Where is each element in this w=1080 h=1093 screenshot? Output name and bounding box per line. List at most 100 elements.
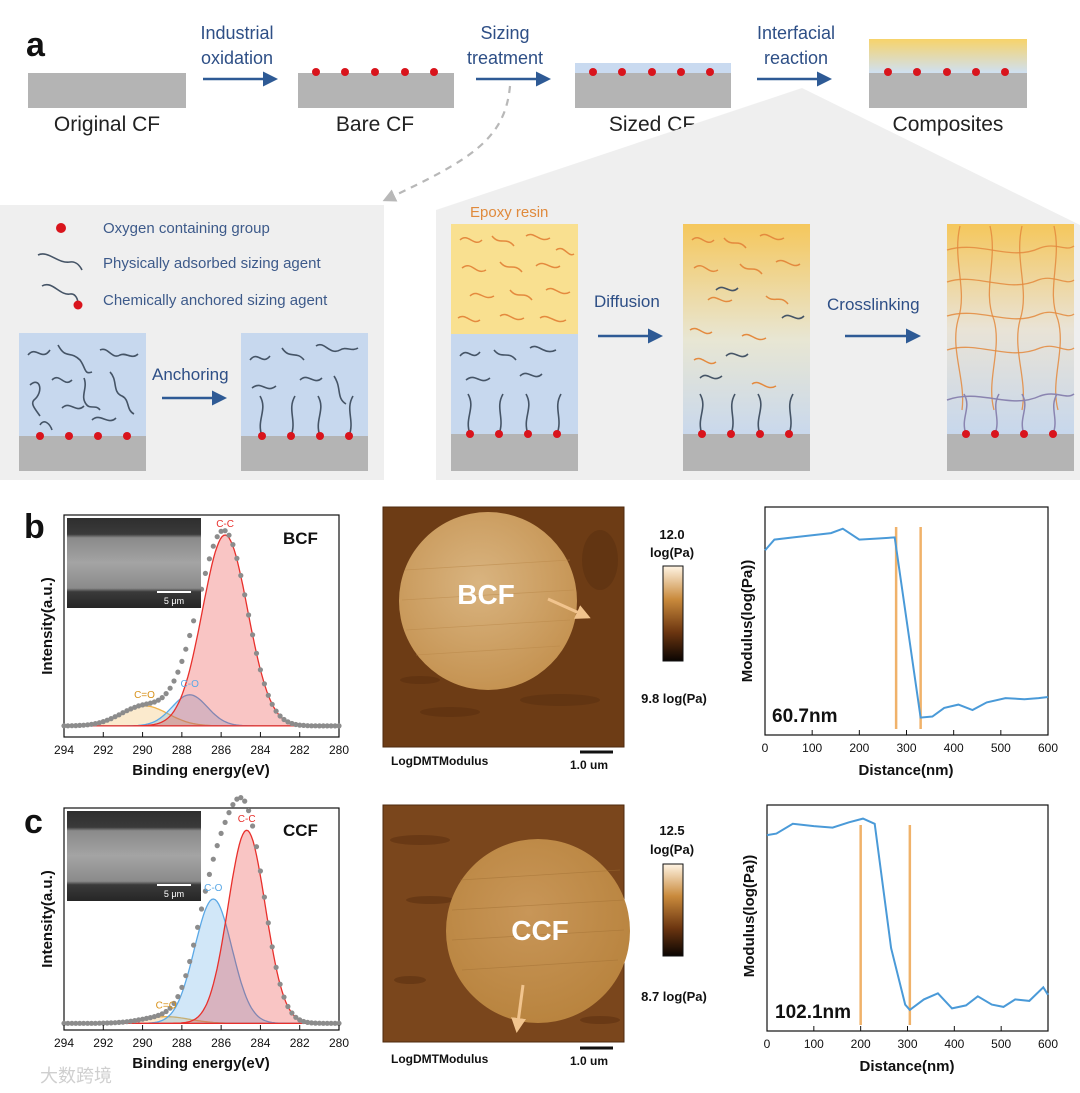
- fiber-diffusion: [683, 434, 810, 471]
- xps-data-point: [328, 723, 334, 729]
- xps-data-point: [108, 1020, 114, 1026]
- xps-data-point: [261, 894, 267, 900]
- fiber-resin: [451, 434, 578, 471]
- xps-data-point: [171, 1000, 177, 1007]
- xps-data-point: [242, 798, 248, 804]
- xps-data-point: [116, 1019, 122, 1025]
- xps-data-point: [175, 669, 181, 675]
- xps-data-point: [246, 808, 252, 814]
- xps-frame-bcf: [63, 514, 340, 738]
- physical-agent-legend-icon: [37, 253, 83, 271]
- xps-data-point: [136, 703, 142, 709]
- xps-data-point: [132, 704, 138, 710]
- diffusion-label: Diffusion: [594, 292, 660, 311]
- xps-data-point: [100, 719, 106, 725]
- modulus-xlabel-ccf: Distance(nm): [859, 1058, 954, 1075]
- xps-data-point: [65, 1020, 71, 1026]
- xps-data-point: [265, 692, 271, 698]
- xps-data-point: [81, 1020, 87, 1026]
- xps-x-tick-label: 286: [211, 1036, 231, 1050]
- xps-data-point: [61, 1020, 67, 1026]
- xps-data-point: [257, 868, 263, 874]
- stage-label-bare: Bare CF: [336, 113, 414, 136]
- xps-data-point: [261, 681, 267, 687]
- sized-cf-block: [575, 73, 731, 108]
- crosslinked-network-vertical: [955, 225, 1061, 411]
- modulus-ticks-ccf: 0 100 200 300 400 500 600: [764, 1026, 1058, 1051]
- step-label-1b: oxidation: [201, 48, 273, 68]
- fiber-after: [241, 436, 368, 471]
- sample-label-ccf: CCF: [283, 821, 318, 840]
- xps-x-tick-label: 290: [133, 743, 153, 757]
- xps-data-point: [273, 964, 279, 971]
- epoxy-layer: [451, 224, 578, 334]
- xps-data-point: [187, 958, 193, 965]
- xps-data-point: [214, 843, 220, 849]
- colorbar-scale-ccf: [662, 863, 684, 957]
- xps-plot-area-bcf: C=O C-O C-C: [61, 519, 342, 729]
- xps-x-tick-label: 284: [250, 743, 270, 757]
- afm-fiber-disc-ccf: [446, 839, 630, 1023]
- stage-label-composites: Composites: [893, 113, 1004, 136]
- epoxy-resin-label: Epoxy resin: [470, 204, 548, 221]
- modulus-ticks-bcf: 0 100 200 300 400 500 600: [762, 730, 1058, 755]
- xps-data-point: [234, 796, 240, 802]
- afm-texture-bcf: [400, 530, 618, 717]
- xps-data-point: [222, 528, 228, 534]
- xps-data-point: [120, 1019, 126, 1025]
- modulus-x-tick-label: 100: [802, 741, 822, 755]
- chemical-agent-dot-icon: [73, 300, 83, 310]
- afm-scan-lines-bcf: [401, 559, 575, 656]
- afm-caption-bcf: LogDMTModulus: [391, 754, 489, 768]
- xps-data-point: [269, 944, 275, 950]
- xps-data-point: [191, 942, 197, 948]
- xps-peak-label: C=O: [134, 690, 155, 701]
- xps-peak-label: C-C: [238, 814, 256, 825]
- xps-data-point: [202, 888, 208, 894]
- xps-data-point: [250, 823, 256, 829]
- afm-sample-label-ccf: CCF: [511, 915, 569, 946]
- xps-data-point: [92, 721, 98, 727]
- xps-data-point: [250, 632, 256, 638]
- xps-data-point: [112, 714, 118, 720]
- oxygen-dots-composite: [884, 68, 1009, 76]
- xps-peak-c-o: [63, 898, 340, 1024]
- afm-direction-arrow-ccf: [511, 984, 527, 1033]
- oxygen-dots-crosslinked: [962, 430, 1057, 438]
- stage-label-sized: Sized CF: [609, 113, 695, 136]
- xps-data-point: [155, 1012, 161, 1019]
- oxygen-dots-before: [36, 432, 131, 440]
- xps-data-point: [136, 1017, 142, 1023]
- modulus-line: [766, 817, 1049, 1012]
- xps-x-tick-label: 292: [93, 743, 113, 757]
- colorbar-unit-ccf: log(Pa): [650, 842, 694, 857]
- xps-data-point: [167, 1005, 173, 1011]
- xps-data-point: [265, 920, 271, 926]
- xps-data-point: [167, 685, 173, 691]
- xps-data-point: [85, 722, 91, 728]
- xps-data-point: [332, 1020, 338, 1026]
- composite-resin-layer: [869, 39, 1027, 73]
- xps-data-point: [253, 844, 260, 850]
- oxygen-legend-icon: [56, 223, 66, 233]
- xps-data-point: [128, 1018, 134, 1024]
- xps-data-point: [112, 1020, 118, 1026]
- composite-cf-block: [869, 73, 1027, 108]
- xps-data-point: [277, 713, 283, 719]
- xps-x-tick-label: 280: [329, 743, 349, 757]
- colorbar-unit-bcf: log(Pa): [650, 545, 694, 560]
- diffusion-layer: [683, 224, 810, 434]
- afm-scan-lines-ccf: [451, 869, 625, 971]
- oxygen-dots-bare: [312, 68, 438, 76]
- colorbar-max-bcf: 12.0: [659, 527, 684, 542]
- xps-data-point: [61, 723, 67, 729]
- xps-chart-bcf: C=O C-O C-C 294 292 290 288 286 284 282 280 Bindi…: [39, 514, 349, 779]
- modulus-chart-ccf: 0 100 200 300 400 500 600 Distance(nm) Modulus…: [741, 804, 1058, 1075]
- xps-data-point: [124, 1019, 130, 1025]
- xps-x-tick-label: 282: [290, 1036, 310, 1050]
- crosslinked-layer: [947, 224, 1074, 434]
- xps-data-point: [301, 1018, 307, 1025]
- xps-data-point: [230, 542, 236, 548]
- xps-data-point: [308, 1020, 315, 1026]
- xps-plot-area-ccf: C=O C-O C-C: [61, 795, 342, 1026]
